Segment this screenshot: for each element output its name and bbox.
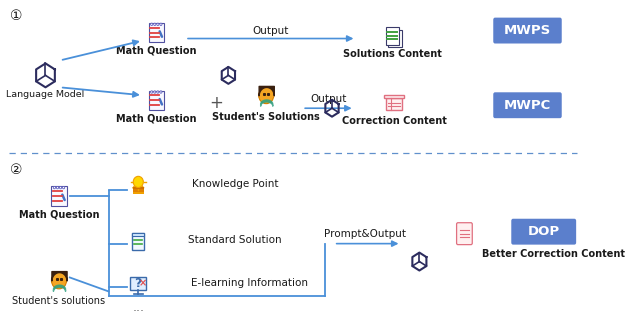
Circle shape [160,91,162,93]
FancyBboxPatch shape [456,223,472,245]
Circle shape [259,87,274,104]
Circle shape [60,186,61,189]
FancyBboxPatch shape [51,186,67,205]
Circle shape [53,186,56,189]
FancyBboxPatch shape [133,187,144,189]
Text: Math Question: Math Question [19,210,99,220]
Text: +: + [210,94,223,112]
FancyBboxPatch shape [388,30,402,47]
Text: ×: × [139,278,147,288]
Circle shape [133,176,143,188]
Text: DOP: DOP [527,225,560,238]
Text: MWPC: MWPC [504,99,551,112]
Text: ①: ① [10,9,22,23]
Text: ②: ② [10,163,22,177]
Circle shape [157,23,159,25]
Text: Output: Output [310,94,347,104]
Text: Math Question: Math Question [116,45,196,55]
FancyBboxPatch shape [132,233,144,236]
Text: Output: Output [253,25,289,36]
FancyBboxPatch shape [493,17,562,44]
Text: ?: ? [134,277,142,290]
FancyBboxPatch shape [132,233,144,250]
FancyBboxPatch shape [385,27,399,45]
Circle shape [157,91,159,93]
FancyBboxPatch shape [133,192,144,194]
FancyBboxPatch shape [493,92,562,118]
Circle shape [160,23,162,25]
Text: Knowledge Point: Knowledge Point [193,179,279,189]
Circle shape [63,186,65,189]
FancyBboxPatch shape [148,91,164,110]
Text: Student's solutions: Student's solutions [12,296,106,306]
Text: Student's Solutions: Student's Solutions [212,112,320,122]
Text: Language Model: Language Model [6,90,84,99]
FancyBboxPatch shape [130,277,147,290]
Text: Math Question: Math Question [116,113,196,123]
Text: ...: ... [132,301,144,314]
Text: E-learning Information: E-learning Information [191,279,308,288]
Circle shape [154,23,156,25]
FancyBboxPatch shape [384,95,404,98]
Text: Solutions Content: Solutions Content [343,50,442,59]
Text: Better Correction Content: Better Correction Content [483,249,625,259]
Text: Standard Solution: Standard Solution [188,235,282,245]
Circle shape [154,91,156,93]
FancyBboxPatch shape [148,23,164,42]
Text: Correction Content: Correction Content [342,116,447,126]
Circle shape [150,91,153,93]
FancyBboxPatch shape [133,189,144,192]
Circle shape [56,186,58,189]
FancyBboxPatch shape [511,219,576,245]
Text: Prompt&Output: Prompt&Output [324,229,406,239]
FancyBboxPatch shape [387,98,402,110]
Circle shape [150,23,153,25]
Text: MWPS: MWPS [504,24,551,37]
Circle shape [51,272,67,289]
